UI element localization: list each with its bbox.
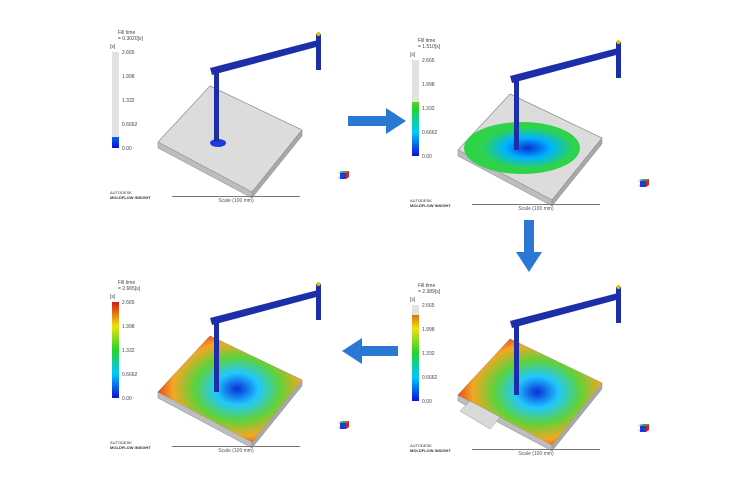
moldflow-logo: AUTODESK MOLDFLOW INSIGHT [110,190,151,200]
legend-tick: 0.00 [422,154,432,160]
legend-title: Fill time = 1.510[s] [418,38,441,50]
legend-tick: 1.332 [122,348,135,354]
injection-point [616,40,621,44]
legend-tick: 0.00 [122,396,132,402]
sprue [214,70,219,142]
runner [510,48,620,83]
sprue [214,320,219,392]
injection-point [316,32,321,36]
legend-tick: 2.665 [422,303,435,309]
fill-result-panel-step2: Fill time = 1.510[s] [s] 2.665 1.998 1.332 0… [410,38,660,223]
legend-tick: 0.6662 [422,375,438,381]
legend-tick: 1.998 [422,82,435,88]
scale-bar: Scale (100 mm) [472,449,600,457]
scale-bar: Scale (100 mm) [472,204,600,212]
orientation-cube-icon [640,424,649,432]
legend-unit: [s] [110,294,116,300]
model-view[interactable] [110,280,360,465]
melt-front [464,122,580,174]
model-view[interactable] [410,38,660,223]
runner [210,40,320,75]
legend-tick: 1.332 [422,106,435,112]
legend-color-bar [112,52,119,148]
runner [210,290,320,325]
fill-result-panel-step3: Fill time = 2.389[s] [s] 2.665 1.998 1.332 0… [410,283,660,468]
sprue [514,78,519,150]
legend-tick: 2.665 [122,300,135,306]
moldflow-logo: AUTODESK MOLDFLOW INSIGHT [410,443,451,453]
scale-bar: Scale (100 mm) [172,196,300,204]
legend-title: Fill time = 2.389[s] [418,283,441,295]
axis-triad: -34-30 [638,423,649,433]
fill-result-panel-step1: Fill time = 0.3020[s] [s] 2.665 1.998 1.332… [110,30,360,215]
legend-title: Fill time = 0.3020[s] [118,30,143,42]
legend-tick: 1.332 [122,98,135,104]
part-plate [157,85,303,193]
fill-result-panel-step4: Fill time = 2.665[s] [s] 2.665 1.998 1.332 0… [110,280,360,465]
legend-tick: 2.665 [422,58,435,64]
orientation-cube-icon [640,179,649,187]
runner [510,293,620,328]
runner-vertical [616,42,621,78]
arrow-right-icon [348,108,406,134]
moldflow-logo: AUTODESK MOLDFLOW INSIGHT [110,440,151,450]
model-view[interactable] [110,30,360,215]
scale-bar: Scale (100 mm) [172,446,300,454]
arrow-down-icon [516,220,542,272]
legend-tick: 1.998 [122,74,135,80]
legend-color-bar [412,305,419,401]
legend-color-bar [412,60,419,156]
runner-vertical [316,34,321,70]
legend-tick: 1.998 [422,327,435,333]
legend-unit: [s] [110,44,116,50]
legend-tick: 0.00 [422,399,432,405]
axis-triad: -34-30 [638,178,649,188]
legend-unit: [s] [410,52,416,58]
legend-color-bar [112,302,119,398]
runner-vertical [316,284,321,320]
moldflow-logo: AUTODESK MOLDFLOW INSIGHT [410,198,451,208]
legend-unit: [s] [410,297,416,303]
legend-tick: 1.998 [122,324,135,330]
legend-title: Fill time = 2.665[s] [118,280,141,292]
orientation-cube-icon [340,171,349,179]
legend-tick: 1.332 [422,351,435,357]
legend-tick: 2.665 [122,50,135,56]
injection-point [616,285,621,289]
orientation-cube-icon [340,421,349,429]
legend-tick: 0.6662 [122,122,138,128]
axis-triad: -34-30 [338,420,349,430]
legend-tick: 0.6662 [422,130,438,136]
legend-tick: 0.00 [122,146,132,152]
legend-tick: 0.6662 [122,372,138,378]
runner-vertical [616,287,621,323]
injection-point [316,282,321,286]
sprue [514,323,519,395]
axis-triad: -34-30 [338,170,349,180]
model-view[interactable] [410,283,660,468]
melt-front [458,339,602,445]
melt-front [158,336,302,442]
arrow-left-icon [342,338,398,364]
